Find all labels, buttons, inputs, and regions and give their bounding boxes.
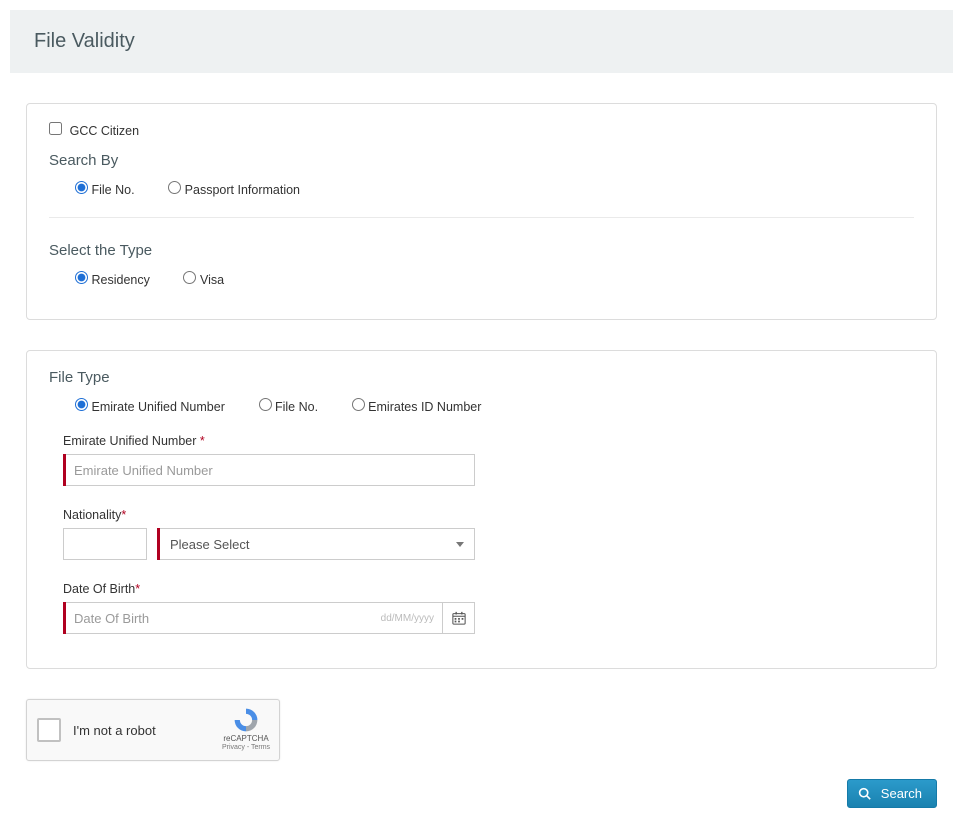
search-button-label: Search — [881, 786, 922, 801]
divider — [49, 217, 914, 218]
file-type-eun-radio[interactable] — [75, 398, 88, 411]
gcc-citizen-checkbox[interactable] — [49, 122, 62, 135]
nationality-select[interactable]: Please Select — [160, 528, 475, 560]
dob-format-hint: dd/MM/yyyy — [381, 613, 434, 624]
recaptcha-widget: I'm not a robot reCAPTCHA Privacy - Term… — [26, 699, 280, 761]
search-by-passport-radio[interactable] — [168, 181, 181, 194]
recaptcha-checkbox[interactable] — [37, 718, 61, 742]
recaptcha-brand: reCAPTCHA — [221, 735, 271, 744]
type-visa-label: Visa — [200, 273, 224, 287]
recaptcha-logo-icon — [232, 706, 260, 734]
dob-input[interactable]: Date Of Birth dd/MM/yyyy — [66, 602, 443, 634]
file-type-panel: File Type Emirate Unified Number File No… — [26, 350, 937, 669]
file-type-eid-radio[interactable] — [352, 398, 365, 411]
search-by-passport-label: Passport Information — [185, 183, 300, 197]
recaptcha-label: I'm not a robot — [73, 723, 156, 738]
recaptcha-links: Privacy - Terms — [221, 744, 271, 751]
page-header: File Validity — [10, 10, 953, 73]
search-by-file-no-label: File No. — [91, 183, 134, 197]
file-type-title: File Type — [49, 369, 914, 386]
calendar-icon — [452, 611, 466, 625]
nationality-select-value: Please Select — [170, 537, 250, 552]
file-type-eid-label: Emirates ID Number — [368, 400, 481, 414]
chevron-down-icon — [456, 542, 464, 547]
file-type-eun-label: Emirate Unified Number — [91, 400, 224, 414]
file-type-file-no-radio[interactable] — [259, 398, 272, 411]
select-type-title: Select the Type — [49, 242, 914, 259]
eun-input[interactable] — [66, 454, 475, 486]
search-button[interactable]: Search — [847, 779, 937, 808]
calendar-button[interactable] — [443, 602, 475, 634]
dob-field-label: Date Of Birth* — [63, 582, 914, 596]
type-residency-radio[interactable] — [75, 271, 88, 284]
dob-placeholder: Date Of Birth — [74, 611, 149, 626]
nationality-code-input[interactable] — [63, 528, 147, 560]
search-options-panel: GCC Citizen Search By File No. Passport … — [26, 103, 937, 320]
gcc-citizen-label: GCC Citizen — [70, 124, 139, 138]
search-icon — [858, 787, 871, 800]
type-visa-radio[interactable] — [183, 271, 196, 284]
file-type-file-no-label: File No. — [275, 400, 318, 414]
nationality-field-label: Nationality* — [63, 508, 914, 522]
search-by-title: Search By — [49, 152, 914, 169]
type-residency-label: Residency — [91, 273, 149, 287]
search-by-file-no-radio[interactable] — [75, 181, 88, 194]
page-title: File Validity — [34, 30, 929, 53]
eun-field-label: Emirate Unified Number * — [63, 434, 914, 448]
